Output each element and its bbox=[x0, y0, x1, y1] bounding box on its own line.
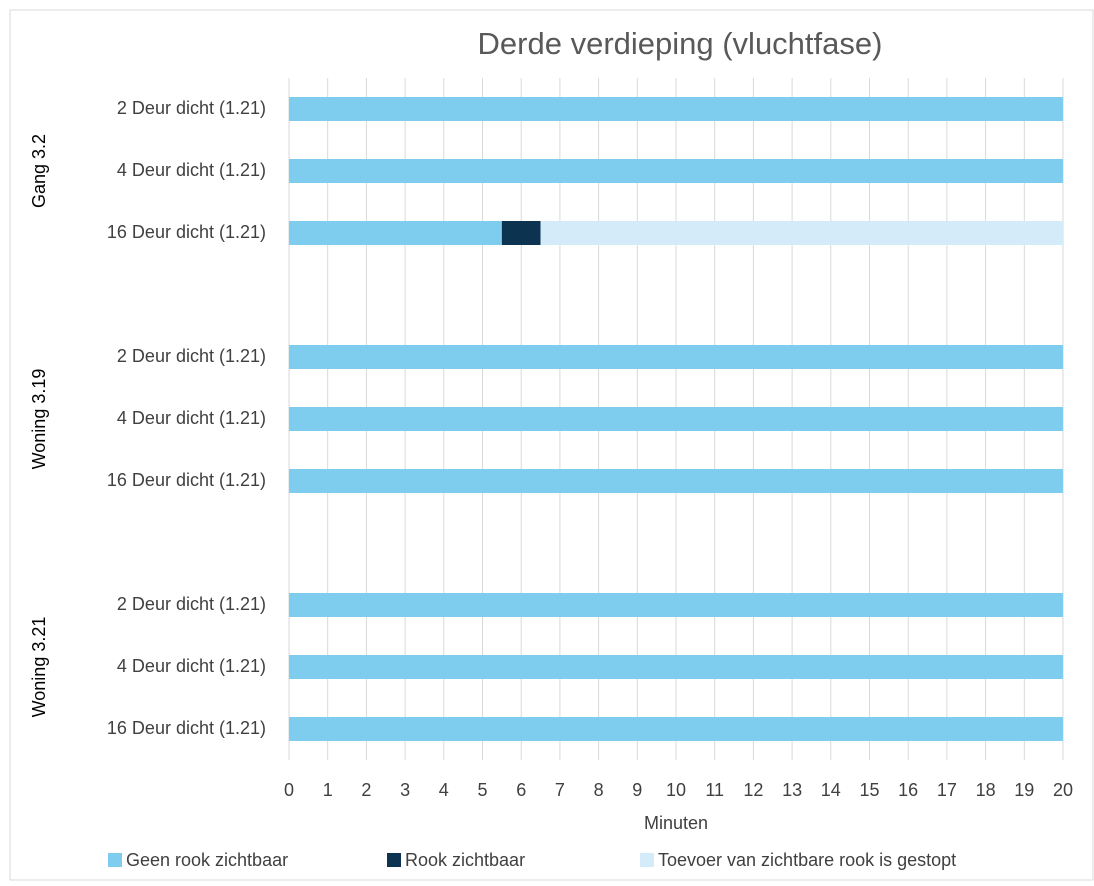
bar-segment bbox=[289, 407, 1063, 431]
chart-border bbox=[9, 9, 1094, 881]
group-label: Woning 3.19 bbox=[29, 369, 49, 470]
legend-swatch bbox=[640, 853, 654, 867]
x-tick-label: 19 bbox=[1014, 780, 1034, 800]
bar-segment bbox=[501, 221, 541, 245]
x-tick-label: 16 bbox=[898, 780, 918, 800]
x-tick-label: 9 bbox=[632, 780, 642, 800]
x-tick-label: 10 bbox=[666, 780, 686, 800]
bar-segment bbox=[289, 593, 1063, 617]
x-tick-label: 0 bbox=[284, 780, 294, 800]
legend-label: Toevoer van zichtbare rook is gestopt bbox=[658, 850, 956, 870]
legend-label: Rook zichtbaar bbox=[405, 850, 525, 870]
x-tick-label: 15 bbox=[859, 780, 879, 800]
bar-segment bbox=[289, 159, 1063, 183]
legend-swatch bbox=[387, 853, 401, 867]
y-tick-label: 2 Deur dicht (1.21) bbox=[117, 594, 266, 614]
y-tick-label: 4 Deur dicht (1.21) bbox=[117, 408, 266, 428]
bar-segment bbox=[289, 345, 1063, 369]
x-tick-label: 18 bbox=[976, 780, 996, 800]
bar-segment bbox=[540, 221, 1063, 245]
x-tick-label: 3 bbox=[400, 780, 410, 800]
legend-label: Geen rook zichtbaar bbox=[126, 850, 288, 870]
bar-segment bbox=[289, 97, 1063, 121]
x-tick-label: 6 bbox=[516, 780, 526, 800]
chart-title: Derde verdieping (vluchtfase) bbox=[478, 26, 883, 61]
y-tick-label: 2 Deur dicht (1.21) bbox=[117, 98, 266, 118]
bar-segment bbox=[289, 655, 1063, 679]
y-tick-label: 16 Deur dicht (1.21) bbox=[107, 470, 266, 490]
group-label: Gang 3.2 bbox=[29, 134, 49, 208]
x-tick-label: 20 bbox=[1053, 780, 1073, 800]
x-tick-label: 1 bbox=[323, 780, 333, 800]
x-tick-label: 13 bbox=[782, 780, 802, 800]
x-tick-label: 5 bbox=[477, 780, 487, 800]
bar-segment bbox=[289, 469, 1063, 493]
x-tick-label: 12 bbox=[743, 780, 763, 800]
y-tick-label: 16 Deur dicht (1.21) bbox=[107, 222, 266, 242]
y-tick-label: 4 Deur dicht (1.21) bbox=[117, 160, 266, 180]
x-tick-label: 8 bbox=[594, 780, 604, 800]
x-tick-label: 11 bbox=[705, 780, 724, 800]
bar-segment bbox=[289, 717, 1063, 741]
x-tick-label: 4 bbox=[439, 780, 449, 800]
x-tick-label: 7 bbox=[555, 780, 565, 800]
y-tick-label: 4 Deur dicht (1.21) bbox=[117, 656, 266, 676]
x-tick-label: 17 bbox=[937, 780, 957, 800]
group-label: Woning 3.21 bbox=[29, 617, 49, 718]
legend-swatch bbox=[108, 853, 122, 867]
bar-segment bbox=[289, 221, 502, 245]
x-tick-label: 2 bbox=[361, 780, 371, 800]
x-axis-label: Minuten bbox=[644, 813, 708, 833]
x-tick-label: 14 bbox=[821, 780, 841, 800]
y-tick-label: 16 Deur dicht (1.21) bbox=[107, 718, 266, 738]
y-tick-label: 2 Deur dicht (1.21) bbox=[117, 346, 266, 366]
